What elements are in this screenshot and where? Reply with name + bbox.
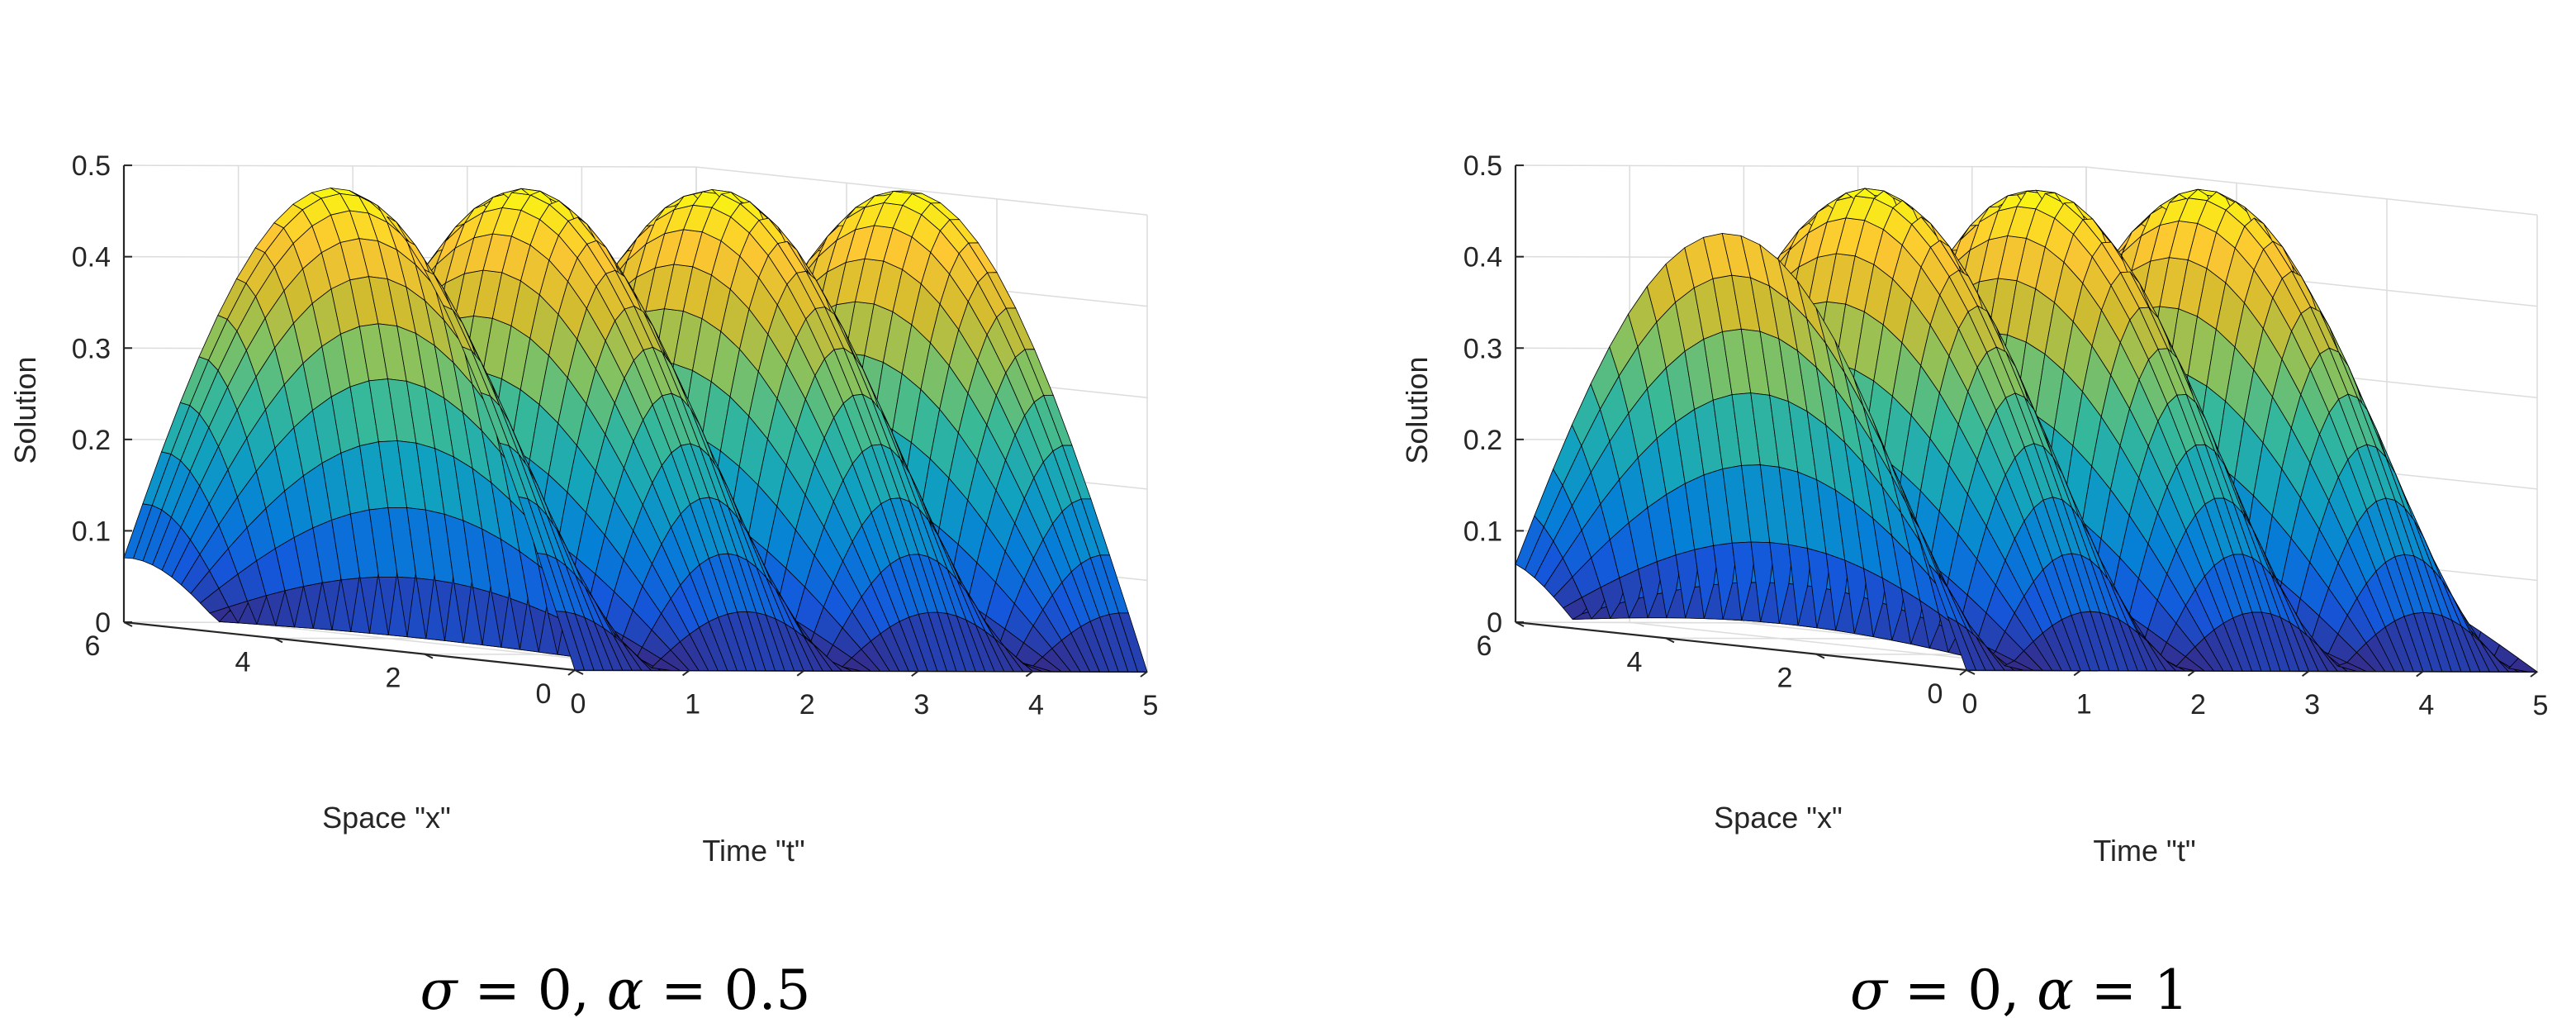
x-tick [681, 669, 690, 677]
x-tick [2073, 669, 2081, 677]
x-tick [567, 669, 576, 676]
x-tick [911, 670, 919, 678]
grid-line [2085, 166, 2538, 216]
y-tick [1966, 669, 1976, 675]
x-tick-label: 1 [685, 688, 700, 720]
x-tick [1959, 669, 1967, 676]
x-tick [1025, 670, 1034, 678]
y-tick [574, 669, 584, 675]
x-tick-label: 3 [2304, 689, 2320, 720]
surface-patch [1118, 612, 1148, 673]
x-tick-label: 2 [2190, 689, 2206, 720]
x-tick-label: 0 [571, 688, 586, 720]
y-axis-label: Space "x" [322, 801, 451, 835]
z-tick-label: 0.3 [72, 333, 111, 364]
x-tick [2530, 671, 2538, 678]
x-tick [2302, 670, 2310, 678]
x-tick-label: 5 [2533, 690, 2549, 721]
z-axis-label: Solution [1400, 356, 1434, 464]
x-tick-label: 4 [1028, 690, 1044, 721]
y-tick-label: 2 [386, 663, 401, 694]
x-tick-label: 0 [1962, 688, 1978, 720]
z-tick-label: 0.3 [1464, 333, 1502, 364]
y-tick-label: 4 [1627, 646, 1643, 678]
surface [1515, 188, 2539, 673]
z-tick-label: 0.5 [1464, 150, 1502, 182]
x-tick [796, 669, 804, 677]
y-axis-line [1515, 621, 1967, 672]
x-tick [2416, 670, 2424, 678]
z-tick-label: 0 [95, 607, 111, 639]
caption-right: σ = 0, α = 1 [1850, 958, 2189, 1022]
z-tick-label: 0 [1487, 607, 1502, 639]
grid-line [695, 166, 1148, 216]
x-tick-label: 4 [2418, 690, 2434, 721]
grid-line [1515, 164, 2087, 168]
y-tick-label: 0 [536, 678, 552, 710]
z-tick-label: 0.2 [72, 425, 111, 456]
z-tick-label: 0.5 [72, 150, 111, 182]
grid-line [123, 164, 697, 168]
y-tick [424, 653, 434, 659]
z-tick-label: 0.2 [1464, 425, 1502, 456]
x-tick-label: 1 [2076, 688, 2092, 720]
x-axis-label: Time "t" [702, 834, 804, 868]
x-tick-label: 5 [1143, 690, 1159, 721]
y-tick-label: 4 [235, 646, 251, 678]
y-tick-label: 6 [85, 630, 101, 662]
x-tick-label: 3 [913, 689, 929, 720]
z-axis-label: Solution [8, 356, 42, 464]
y-tick [1815, 653, 1825, 659]
z-tick-label: 0.4 [72, 242, 111, 273]
y-tick-label: 6 [1477, 630, 1492, 662]
y-tick-label: 2 [1777, 663, 1793, 694]
y-tick [1665, 637, 1675, 644]
z-tick-label: 0.1 [1464, 516, 1502, 547]
x-tick-label: 2 [799, 689, 815, 720]
y-tick [273, 637, 283, 644]
caption-left: σ = 0, α = 0.5 [420, 958, 810, 1022]
y-axis-label: Space "x" [1714, 801, 1843, 835]
z-tick-label: 0.4 [1464, 242, 1502, 273]
y-axis-line [123, 621, 576, 672]
y-tick-label: 0 [1928, 678, 1943, 710]
surface-patch [2507, 658, 2539, 673]
surface [123, 188, 1148, 673]
z-tick-label: 0.1 [72, 516, 111, 547]
x-tick [1140, 671, 1148, 678]
x-tick [2187, 669, 2195, 677]
x-axis-label: Time "t" [2093, 834, 2195, 868]
